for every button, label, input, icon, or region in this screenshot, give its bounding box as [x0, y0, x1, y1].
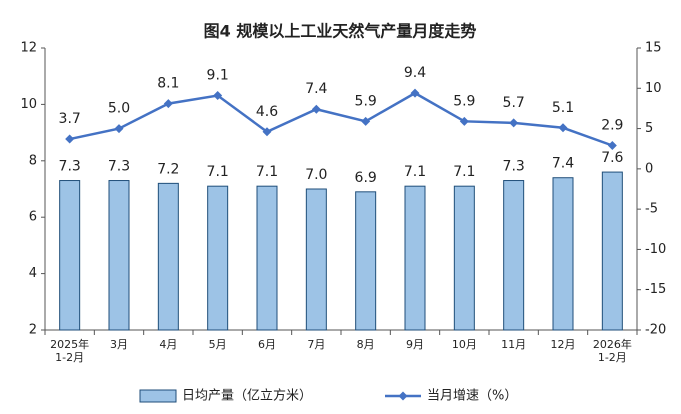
bar	[453, 185, 475, 331]
bar	[157, 182, 179, 331]
bar-label: 7.6	[601, 150, 623, 166]
y2-tick-label: 0	[645, 161, 653, 176]
line-label: 2.9	[601, 117, 623, 133]
line-marker	[410, 88, 420, 98]
line-marker	[114, 124, 124, 134]
x-tick-label: 10月	[451, 338, 477, 351]
y2-tick-label: -20	[645, 323, 666, 338]
line-label: 3.7	[59, 111, 81, 127]
y-tick-label: 10	[20, 97, 37, 112]
x-tick-label: 9月	[406, 338, 424, 351]
x-tick-label: 11月	[501, 338, 527, 351]
line-marker	[262, 127, 272, 137]
line-marker	[361, 116, 371, 126]
legend-label: 日均产量（亿立方米）	[182, 388, 312, 404]
line-label: 9.1	[207, 68, 229, 84]
bar	[59, 180, 81, 331]
bar-label: 7.3	[503, 159, 525, 175]
legend-label: 当月增速（%）	[427, 389, 517, 404]
y2-tick-label: -15	[645, 282, 666, 297]
x-tick-label: 3月	[110, 338, 128, 351]
bar-label: 7.1	[404, 164, 426, 180]
bar-label: 7.1	[453, 164, 475, 180]
bar	[305, 188, 327, 331]
line-marker	[65, 134, 75, 144]
x-tick-label: 4月	[159, 338, 178, 351]
line-marker	[459, 116, 469, 126]
y2-tick-label: -10	[645, 242, 666, 257]
line-marker	[311, 104, 321, 114]
bar	[355, 191, 377, 331]
x-tick-label: 5月	[208, 338, 227, 351]
x-tick-label: 8月	[356, 338, 375, 351]
y-tick-label: 4	[29, 266, 37, 281]
line-label: 8.1	[157, 76, 179, 92]
y2-tick-label: 10	[645, 81, 662, 96]
line-label: 5.9	[453, 93, 475, 109]
bar	[552, 177, 574, 331]
x-tick-label: 12月	[550, 338, 576, 351]
line-label: 5.9	[355, 93, 377, 109]
line-label: 5.1	[552, 100, 574, 116]
x-tick-label: 6月	[258, 338, 276, 351]
bar	[207, 185, 229, 331]
line-label: 7.4	[305, 81, 327, 97]
y2-tick-label: 5	[645, 121, 653, 136]
y2-tick-label: -5	[645, 202, 658, 217]
x-tick-label: 7月	[307, 338, 326, 351]
line-marker	[213, 91, 223, 101]
bar-label: 6.9	[355, 170, 377, 186]
bar-label: 7.3	[59, 159, 81, 175]
legend-swatch	[139, 389, 177, 403]
bar-label: 7.1	[256, 164, 278, 180]
bar	[108, 180, 130, 331]
y2-tick-label: 15	[645, 41, 662, 56]
y-tick-label: 8	[29, 153, 37, 168]
x-tick-label: 2026年 1-2月	[592, 338, 632, 364]
bar-label: 7.1	[207, 164, 229, 180]
bar-label: 7.4	[552, 156, 574, 172]
chart-title: 图4 规模以上工业天然气产量月度走势	[204, 22, 477, 41]
bar-label: 7.3	[108, 159, 130, 175]
y-tick-label: 6	[29, 210, 37, 225]
line-label: 5.7	[503, 95, 525, 111]
line-marker	[163, 99, 173, 109]
line	[69, 91, 613, 147]
legend-marker	[398, 391, 408, 401]
bar	[256, 185, 278, 331]
bar	[503, 180, 525, 331]
line-label: 9.4	[404, 65, 426, 81]
line-marker	[558, 123, 568, 133]
bar-label: 7.0	[305, 167, 327, 183]
bar-label: 7.2	[157, 161, 179, 177]
bar	[601, 171, 623, 331]
line-label: 4.6	[256, 104, 278, 120]
line-marker	[509, 118, 519, 128]
x-tick-label: 2025年 1-2月	[50, 338, 90, 364]
line-marker	[607, 140, 617, 150]
y-tick-label: 2	[29, 323, 37, 338]
line-label: 5.0	[108, 101, 130, 117]
bar	[404, 185, 426, 331]
y-tick-label: 12	[20, 41, 37, 56]
